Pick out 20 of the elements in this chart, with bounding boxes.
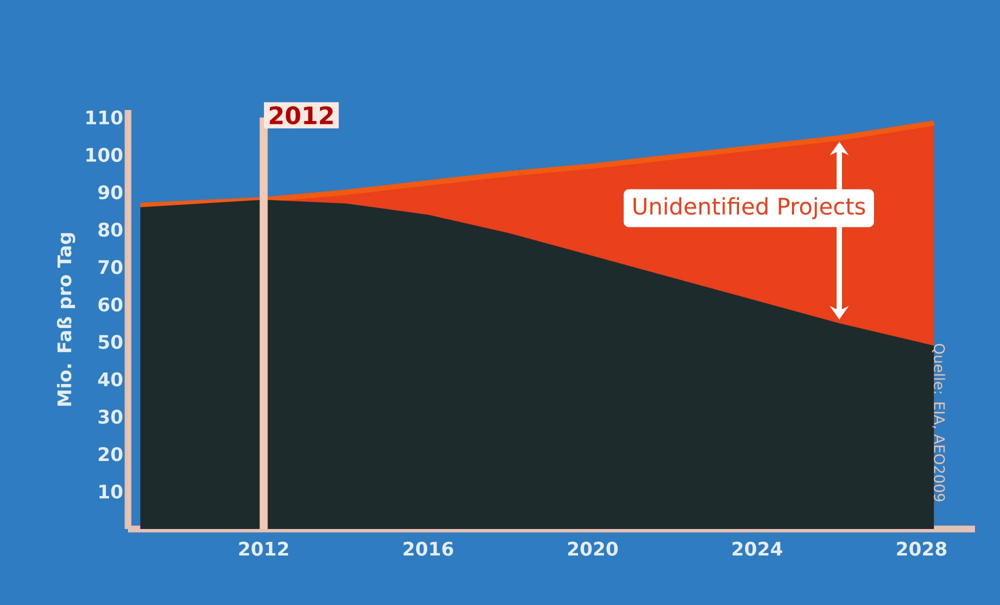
y-tick-label: 40 bbox=[98, 372, 122, 386]
y-tick-label: 70 bbox=[98, 260, 122, 274]
y-tick-label: 10 bbox=[99, 484, 122, 499]
annotation: Quelle: EIA, AEO2009 bbox=[932, 344, 946, 502]
x-tick-label: 2028 bbox=[897, 542, 946, 556]
y-tick-label: 50 bbox=[98, 334, 122, 349]
x-tick-label: 2020 bbox=[568, 542, 618, 556]
x-tick-label: 2012 bbox=[239, 542, 288, 556]
y-tick-label: 60 bbox=[98, 297, 122, 312]
y-tick-label: 90 bbox=[98, 185, 122, 200]
y-tick-label: 80 bbox=[98, 222, 122, 237]
y-tick-label: 100 bbox=[86, 148, 122, 162]
ref-line-label: 2012 bbox=[270, 106, 333, 124]
y-tick-label: 110 bbox=[86, 110, 122, 125]
y-tick-label: 30 bbox=[98, 410, 122, 424]
y-axis-title: Mio. Faß pro Tag bbox=[56, 233, 76, 406]
x-tick-label: 2024 bbox=[732, 542, 782, 556]
series-label: Unidentified Projects bbox=[634, 197, 865, 220]
y-tick-label: 20 bbox=[98, 447, 122, 462]
x-tick-label: 2016 bbox=[404, 542, 454, 556]
